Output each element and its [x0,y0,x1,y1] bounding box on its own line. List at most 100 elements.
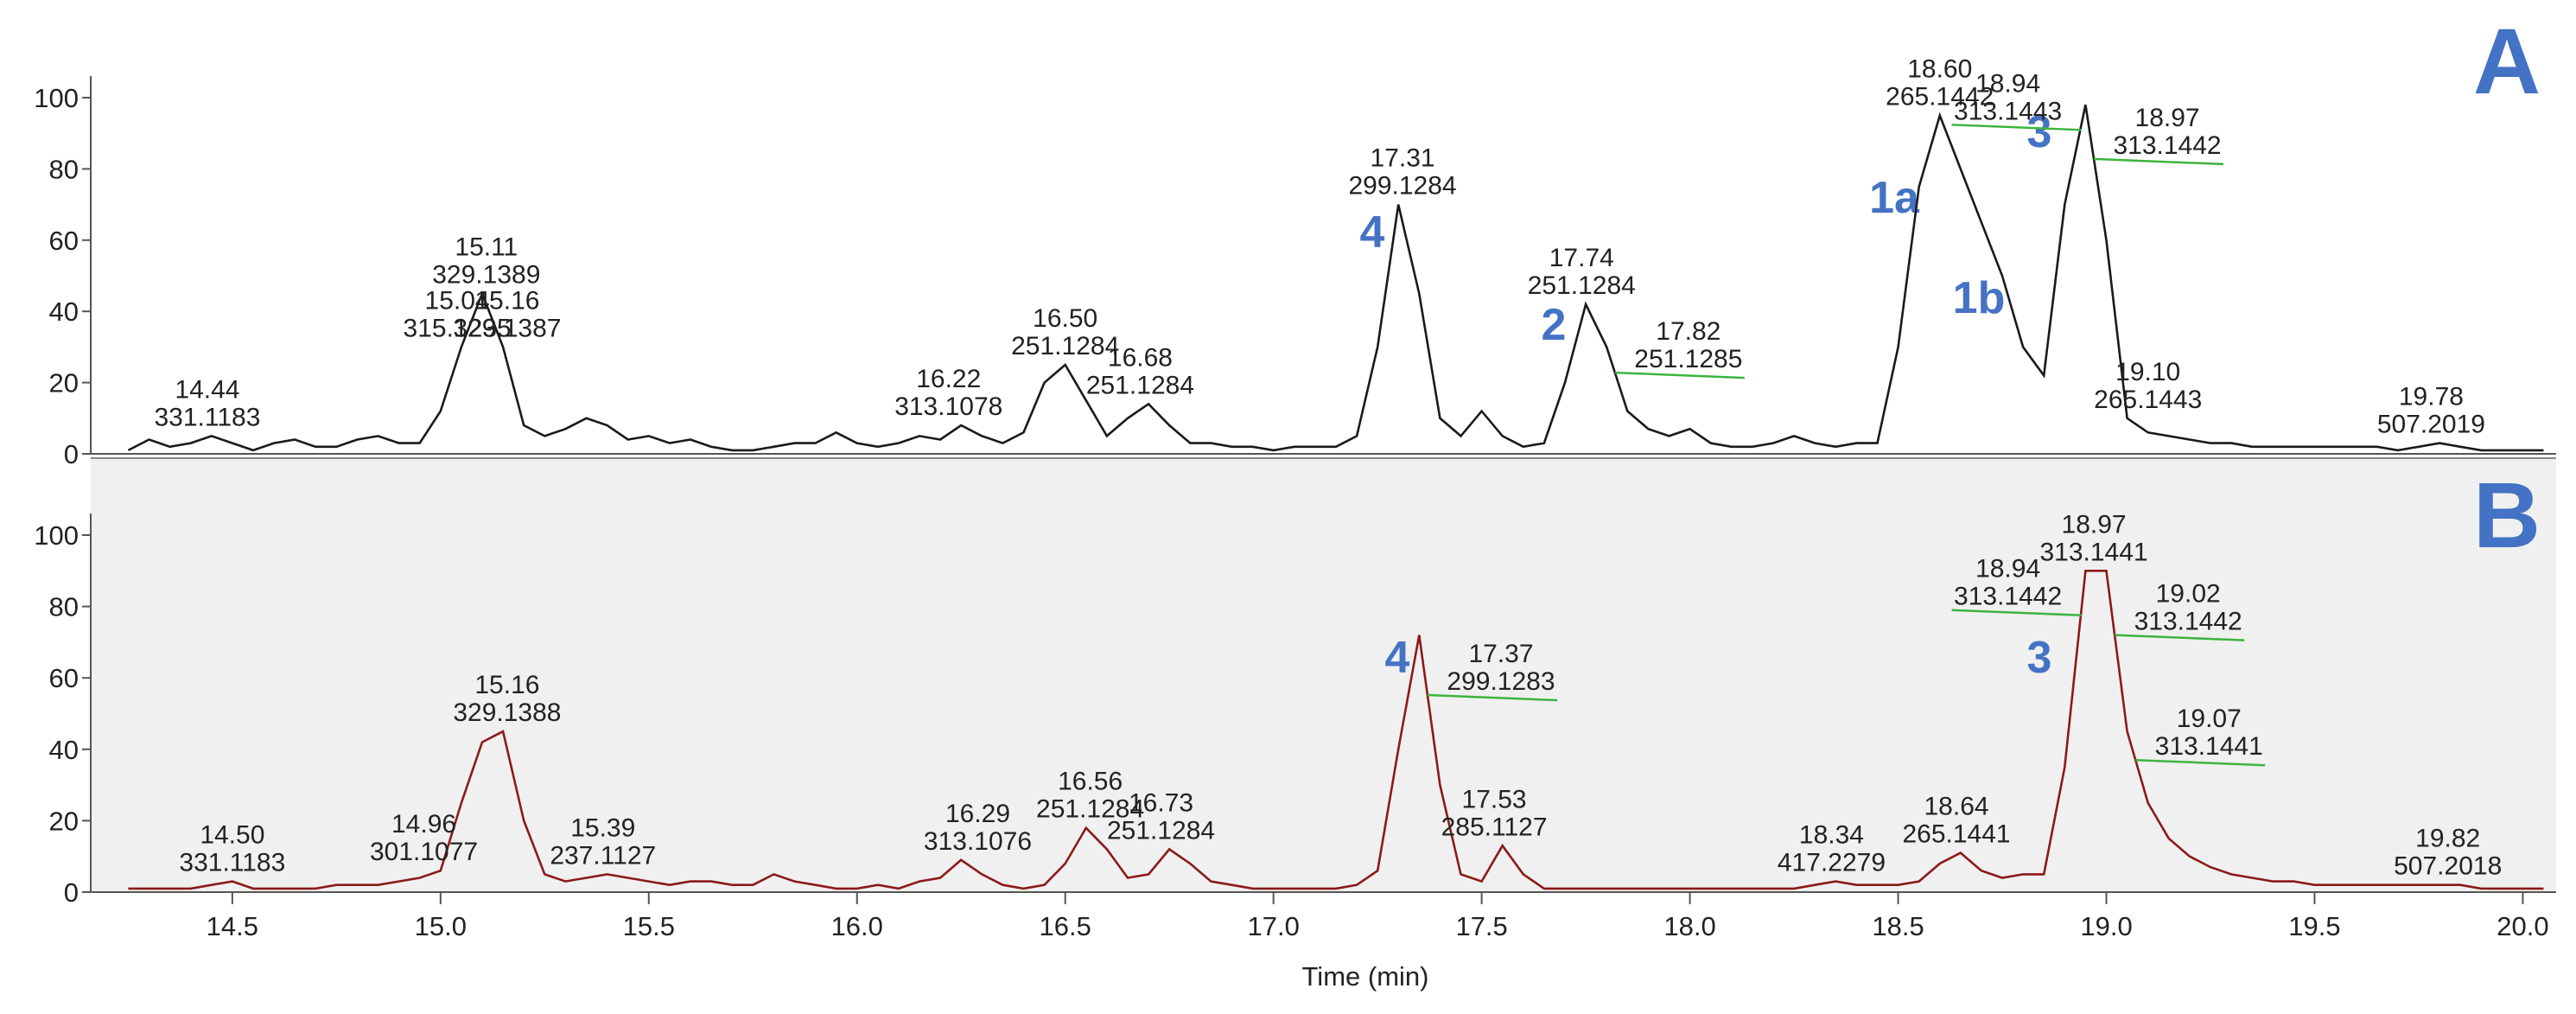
annotation-mz: 313.1442 [2113,131,2221,160]
compound-label: 1a [1869,173,1920,223]
shoulder-marker [1951,609,2082,616]
annotation-mz: 251.1284 [1086,371,1194,399]
annotation-rt: 18.97 [2135,104,2200,132]
annotation-rt: 16.68 [1108,343,1173,372]
annotation-mz: 285.1127 [1441,813,1548,841]
annotation-mz: 313.1441 [2039,538,2147,566]
annotation-mz: 251.1284 [1528,271,1636,300]
annotation-mz: 329.1389 [432,261,540,290]
annotation-mz: 507.2019 [2377,411,2485,439]
annotation-rt: 15.11 [455,233,518,262]
panel-b-background [91,458,2556,892]
annotation-rt: 19.82 [2415,825,2480,853]
annotation-mz: 301.1077 [370,838,478,866]
annotation-rt: 16.56 [1058,768,1123,796]
x-tick-label: 15.0 [415,911,467,941]
annotation-rt: 19.02 [2156,580,2221,609]
annotation-rt: 16.50 [1033,304,1097,333]
x-axis-title: Time (min) [1302,961,1429,992]
annotation-mz: 313.1076 [924,827,1032,856]
annotation-rt: 15.16 [474,286,539,315]
x-tick-label: 18.5 [1872,911,1924,941]
annotation-rt: 14.96 [391,810,456,839]
annotation-mz: 313.1441 [2155,732,2263,761]
annotation-rt: 19.10 [2115,358,2180,386]
x-tick-label: 18.0 [1663,911,1715,941]
annotation-rt: 19.78 [2399,383,2464,411]
shoulder-marker [1951,124,2082,131]
annotation-mz: 251.1284 [1107,816,1215,845]
compound-label: 3 [2027,633,2052,683]
annotation-rt: 16.22 [916,365,981,393]
y-tick-label: 20 [49,806,79,836]
y-tick-label: 80 [49,154,79,184]
annotation-rt: 14.44 [175,375,239,404]
annotation-rt: 15.16 [474,671,539,699]
annotation-rt: 14.50 [200,821,264,850]
annotation-rt: 17.74 [1549,244,1614,272]
annotation-mz: 315.1235 [404,314,512,342]
y-tick-label: 40 [49,735,79,765]
annotation-mz: 313.1442 [1954,583,2062,611]
y-tick-label: 100 [34,83,79,113]
y-tick-label: 20 [49,368,79,399]
panel-label: B [2473,462,2541,567]
shoulder-marker [2094,157,2224,166]
annotation-mz: 251.1284 [1036,795,1144,824]
annotation-mz: 313.1443 [1954,97,2062,125]
x-tick-label: 16.0 [831,911,883,941]
compound-label: 4 [1360,207,1385,258]
annotation-mz: 265.1442 [1886,83,1994,112]
annotation-rt: 16.73 [1129,788,1193,817]
annotation-rt: 17.82 [1656,317,1721,346]
annotation-mz: 329.1387 [453,314,561,342]
shoulder-marker [2135,758,2266,767]
annotation-mz: 251.1284 [1011,332,1119,360]
shoulder-marker [1427,693,1558,702]
y-tick-label: 40 [49,297,79,327]
y-tick-label: 60 [49,226,79,256]
annotation-rt: 17.37 [1468,640,1533,668]
annotation-mz: 313.1442 [2134,608,2242,636]
compound-label: 2 [1542,300,1567,350]
x-tick-label: 16.5 [1040,911,1091,941]
panel-label: A [2473,9,2541,113]
annotation-mz: 299.1283 [1447,667,1555,696]
annotation-mz: 507.2018 [2394,852,2502,881]
compound-label: 1b [1953,273,2006,323]
annotation-rt: 18.94 [1975,555,2040,584]
annotation-rt: 18.64 [1924,793,1988,821]
x-tick-label: 17.5 [1455,911,1507,941]
x-tick-label: 20.0 [2496,911,2548,941]
annotation-mz: 331.1183 [179,849,285,877]
x-tick-label: 19.5 [2288,911,2340,941]
compound-label: 4 [1385,633,1410,683]
annotation-mz: 265.1443 [2094,386,2202,414]
trace [127,104,2544,452]
annotation-rt: 16.29 [945,800,1010,828]
x-tick-label: 19.0 [2080,911,2132,941]
annotation-rt: 19.07 [2177,705,2242,733]
y-tick-label: 60 [49,663,79,693]
annotation-mz: 417.2279 [1778,849,1886,877]
x-tick-label: 17.0 [1247,911,1299,941]
x-tick-label: 14.5 [207,911,258,941]
shoulder-marker [1614,371,1745,379]
annotation-mz: 313.1078 [894,392,1002,421]
x-tick-label: 15.5 [623,911,675,941]
annotation-rt: 18.60 [1907,55,1972,84]
annotation-rt: 18.97 [2062,510,2127,539]
annotation-rt: 18.34 [1799,821,1864,850]
annotation-mz: 251.1285 [1634,345,1742,373]
annotation-mz: 329.1388 [453,698,561,727]
annotation-rt: 17.53 [1462,785,1527,813]
shoulder-marker [2115,634,2245,641]
compound-label: 3 [2027,107,2052,157]
annotation-rt: 17.31 [1371,144,1435,173]
annotation-mz: 237.1127 [550,841,656,870]
y-tick-label: 80 [49,592,79,622]
annotation-rt: 15.39 [570,813,635,842]
y-tick-label: 100 [34,520,79,551]
annotation-rt: 18.94 [1975,69,2040,98]
